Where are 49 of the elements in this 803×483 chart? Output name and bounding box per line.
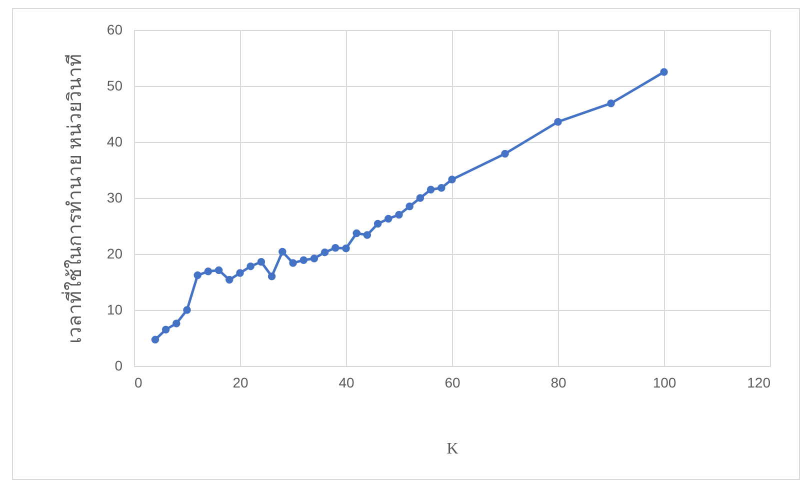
point bbox=[268, 272, 276, 280]
point bbox=[554, 118, 562, 126]
x-tick-label: 40 bbox=[338, 374, 354, 390]
y-tick-label: 20 bbox=[106, 246, 123, 262]
point bbox=[374, 220, 382, 228]
point bbox=[204, 267, 212, 276]
x-tick-label: 120 bbox=[747, 374, 771, 390]
point bbox=[300, 256, 308, 264]
x-tick-label: 20 bbox=[232, 374, 248, 390]
x-tick-label: 0 bbox=[134, 374, 142, 390]
point bbox=[416, 194, 424, 202]
point bbox=[257, 258, 266, 266]
point bbox=[438, 184, 446, 192]
point bbox=[501, 150, 509, 158]
point bbox=[352, 229, 360, 238]
y-tick-label: 30 bbox=[106, 190, 123, 206]
y-tick-label: 10 bbox=[106, 302, 123, 318]
point bbox=[342, 244, 350, 252]
point bbox=[289, 259, 297, 267]
point bbox=[310, 254, 318, 262]
point bbox=[406, 202, 414, 210]
y-tick-label: 0 bbox=[114, 358, 123, 374]
point bbox=[395, 210, 403, 219]
y-axis-title: เวลาที่ใช้ในการทำนาย หน่วยวินาที bbox=[60, 54, 86, 344]
x-tick-label: 100 bbox=[652, 374, 676, 390]
x-tick-label: 80 bbox=[550, 374, 566, 390]
point bbox=[278, 248, 286, 256]
point bbox=[226, 276, 234, 284]
point bbox=[426, 186, 435, 194]
point bbox=[183, 306, 191, 314]
point bbox=[448, 176, 456, 184]
x-tick-label: 60 bbox=[444, 374, 460, 390]
point bbox=[162, 326, 170, 334]
point bbox=[151, 336, 160, 344]
point bbox=[363, 231, 372, 239]
point bbox=[194, 271, 202, 280]
point bbox=[607, 99, 615, 108]
point bbox=[320, 248, 329, 256]
y-tick-label: 40 bbox=[106, 134, 123, 150]
point bbox=[246, 262, 254, 270]
point bbox=[384, 214, 392, 223]
point bbox=[236, 269, 244, 277]
y-tick-label: 50 bbox=[106, 78, 123, 94]
point bbox=[214, 266, 223, 274]
y-tick-label: 60 bbox=[106, 22, 123, 38]
point bbox=[660, 68, 668, 76]
x-axis-title: K bbox=[446, 440, 459, 458]
point bbox=[332, 244, 340, 252]
point bbox=[172, 320, 180, 328]
